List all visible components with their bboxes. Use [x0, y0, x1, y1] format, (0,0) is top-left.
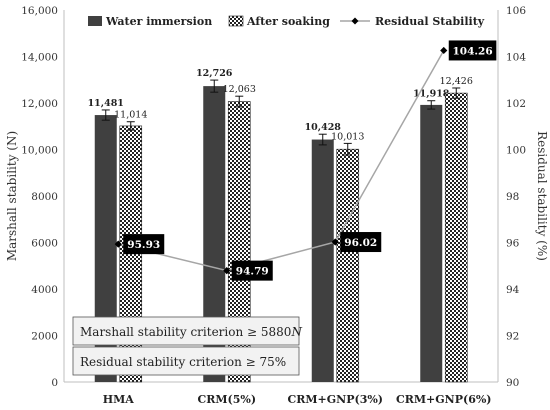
- y2-tick-label: 104: [506, 52, 526, 64]
- y-tick-label: 10,000: [21, 145, 58, 157]
- bar: [311, 139, 334, 382]
- y2-tick-label: 100: [506, 145, 526, 157]
- legend-label-residual-stability: Residual Stability: [375, 15, 485, 28]
- x-tick-label: CRM+GNP(6%): [396, 393, 492, 406]
- x-tick-label: HMA: [103, 393, 135, 406]
- y2-tick-label: 94: [506, 284, 520, 296]
- bar: [420, 104, 443, 383]
- y2-tick-label: 92: [506, 331, 519, 343]
- bar-data-label: 12,063: [223, 84, 256, 95]
- y-tick-label: 8000: [31, 191, 58, 203]
- legend-diamond-marker: [351, 17, 359, 25]
- y2-tick-label: 98: [506, 191, 519, 203]
- y-tick-label: 14,000: [21, 52, 58, 64]
- marshall-criterion-unit: N: [290, 325, 302, 339]
- marshall-criterion-box: [72, 316, 300, 346]
- residual-label-box: [340, 232, 382, 253]
- legend: Water immersion After soaking Residual S…: [88, 15, 485, 28]
- bar-data-label: 11,481: [88, 98, 124, 109]
- residual-point: [440, 46, 448, 55]
- residual-data-label: 104.26: [452, 45, 492, 57]
- bar-data-label: 11,014: [114, 110, 147, 121]
- marshall-criterion-prefix: Marshall stability criterion ≥ 5880: [80, 325, 291, 339]
- bar: [203, 86, 226, 383]
- y-tick-label: 0: [51, 377, 58, 389]
- y2-tick-label: 96: [506, 238, 520, 250]
- y2-tick-label: 106: [506, 5, 526, 17]
- legend-swatch-after-soaking: [228, 15, 244, 27]
- x-tick-label: CRM(5%): [197, 393, 256, 406]
- y-tick-label: 6000: [31, 238, 58, 250]
- marshall-criterion-note: Marshall stability criterion ≥ 5880N: [72, 316, 302, 346]
- legend-label-water-immersion: Water immersion: [105, 15, 212, 28]
- residual-data-label: 94.79: [236, 266, 269, 278]
- y-axis-title: Marshall stability (N): [5, 131, 19, 261]
- y2-tick-label: 90: [506, 377, 519, 389]
- bar-data-label: 10,428: [305, 122, 342, 133]
- residual-criterion-box: [72, 346, 300, 376]
- residual-label-box: [123, 234, 165, 255]
- y-tick-label: 12,000: [21, 98, 58, 110]
- bar: [336, 148, 360, 383]
- residual-stability-line: 95.93 94.79 96.02 104.26: [114, 40, 497, 281]
- bar: [444, 92, 468, 383]
- legend-swatch-water-immersion: [88, 16, 102, 26]
- y-tick-label: 16,000: [21, 5, 58, 17]
- legend-label-after-soaking: After soaking: [246, 15, 330, 28]
- residual-point: [331, 238, 339, 246]
- y-tick-label: 2000: [31, 331, 58, 343]
- residual-line-path: [118, 50, 445, 272]
- y2-axis-title: Residual stability (%): [535, 131, 549, 261]
- bar-data-label: 12,726: [196, 68, 233, 79]
- x-tick-label: CRM+GNP(3%): [287, 393, 383, 406]
- y-axis-ticks: 0 2000 4000 6000 8000 10,000 12,000 14,000 16,00…: [21, 5, 58, 389]
- y2-tick-label: 102: [506, 98, 526, 110]
- residual-data-label: 95.93: [127, 239, 160, 251]
- residual-criterion-note: Residual stability criterion ≥ 75%: [72, 346, 300, 376]
- residual-point: [223, 267, 231, 275]
- residual-label-box: [231, 260, 273, 281]
- residual-criterion-text: Residual stability criterion ≥ 75%: [80, 355, 286, 369]
- bar-data-label: 12,426: [440, 76, 473, 87]
- marshall-criterion-text: Marshall stability criterion ≥ 5880N: [80, 325, 302, 339]
- y2-axis-ticks: 90 92 94 96 98 100 102 104 106: [506, 5, 526, 389]
- bar-data-label: 10,013: [331, 131, 364, 142]
- y-tick-label: 4000: [31, 284, 58, 296]
- bar-data-label: 11,918: [413, 89, 450, 100]
- residual-label-box: [448, 40, 497, 61]
- bar: [94, 115, 117, 383]
- residual-point: [114, 240, 122, 248]
- residual-data-label: 96.02: [344, 237, 377, 249]
- x-axis-categories: HMA CRM(5%) CRM+GNP(3%) CRM+GNP(6%): [103, 393, 492, 406]
